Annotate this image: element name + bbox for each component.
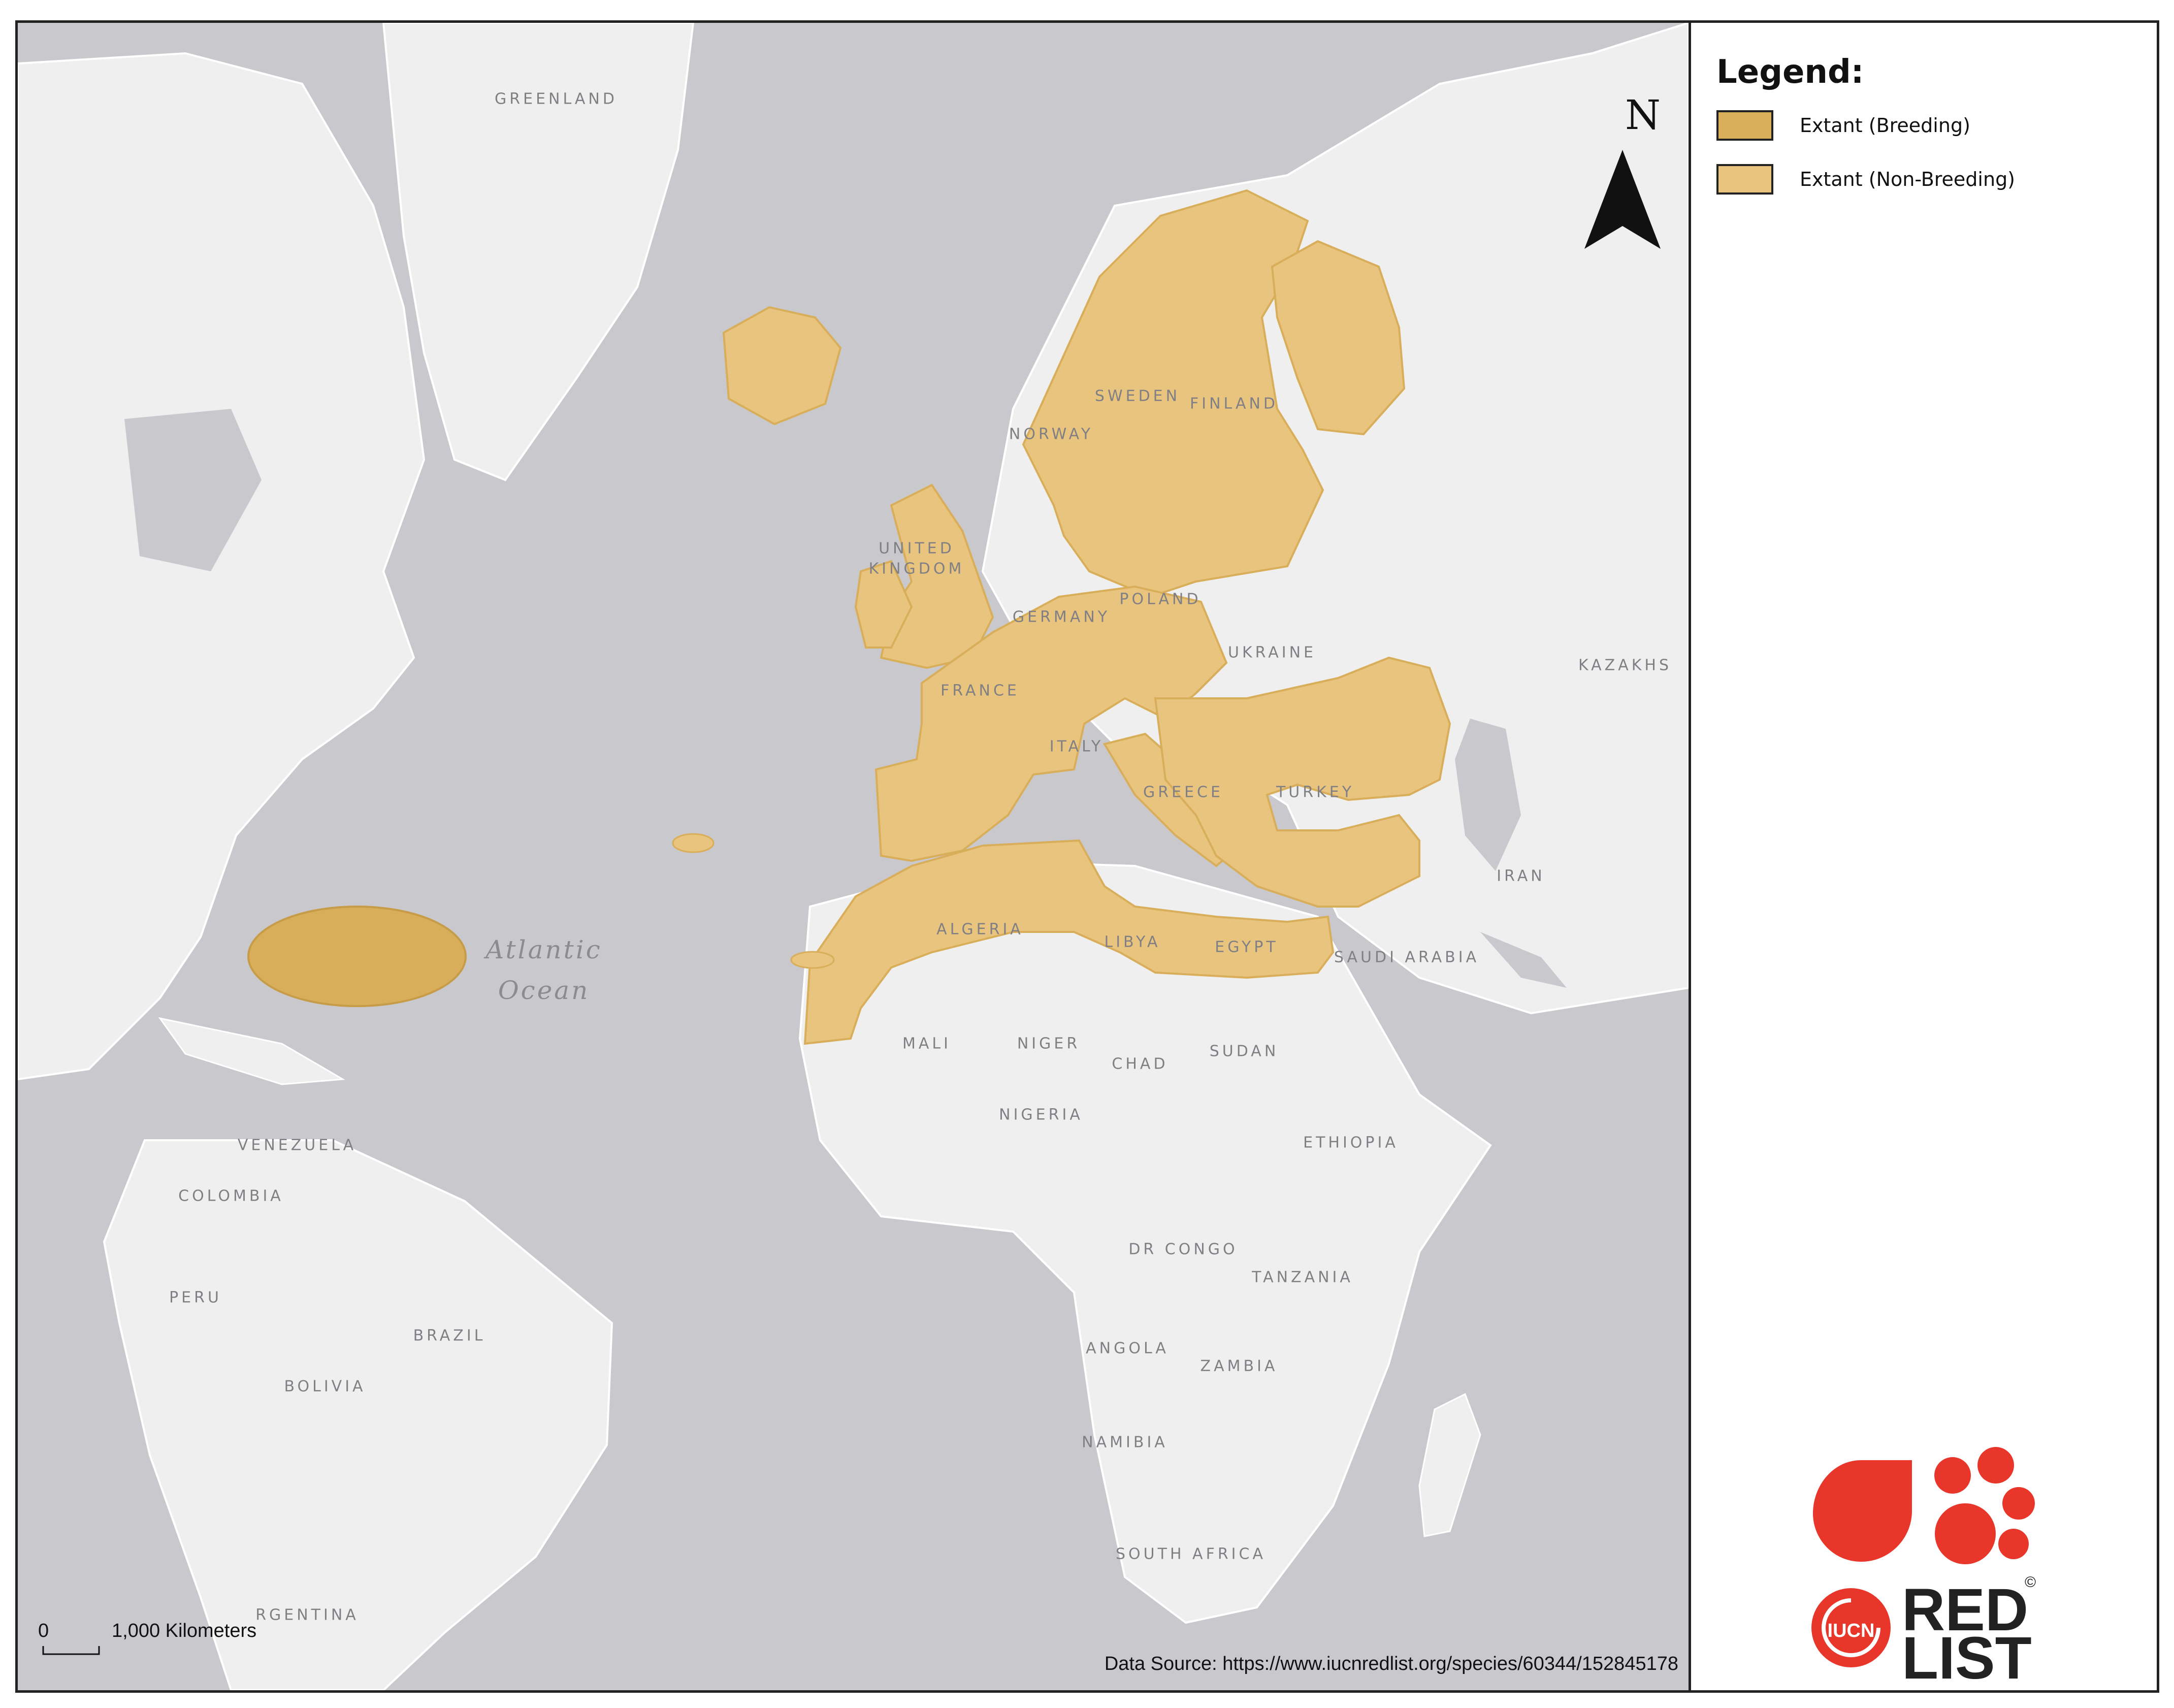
range-north-africa — [803, 839, 1335, 1045]
range-canaries — [790, 951, 835, 969]
iucn-red-list-logo: IUCN RED LIST © — [1805, 1430, 2039, 1692]
map-label-angola: ANGOLA — [1086, 1339, 1169, 1358]
map-label-italy: ITALY — [1049, 737, 1104, 756]
caspian-sea — [1455, 719, 1521, 871]
logo-drop-icon — [1813, 1460, 1912, 1562]
map-label-france: FRANCE — [940, 682, 1020, 700]
legend-swatch-breeding — [1716, 110, 1773, 141]
africa-landmass — [798, 859, 1492, 1624]
ocean-label-atlantic: Atlantic — [485, 935, 602, 964]
range-kola — [1271, 240, 1406, 436]
legend-label: Extant (Non-Breeding) — [1800, 168, 2016, 190]
map-label-libya: LIBYA — [1104, 933, 1161, 951]
map-label-turkey: TURKEY — [1276, 783, 1355, 801]
map-label-dr-congo: DR CONGO — [1128, 1240, 1238, 1259]
map-label-zambia: ZAMBIA — [1200, 1357, 1278, 1375]
logo-iucn-text: IUCN — [1828, 1620, 1875, 1641]
map-label-brazil: BRAZIL — [413, 1327, 486, 1345]
madagascar — [1418, 1393, 1481, 1537]
map-label-tanzania: TANZANIA — [1252, 1268, 1353, 1286]
map-label-sweden: SWEDEN — [1094, 387, 1181, 405]
map-label-namibia: NAMIBIA — [1082, 1433, 1168, 1452]
legend-label: Extant (Breeding) — [1800, 114, 1970, 137]
scale-bar — [42, 1646, 100, 1655]
legend-swatch-non-breeding — [1716, 164, 1773, 195]
map-label-egypt: EGYPT — [1215, 938, 1279, 956]
basemap — [18, 23, 1689, 1690]
range-scandinavia — [1022, 189, 1324, 598]
ocean-label-ocean: Ocean — [498, 976, 590, 1005]
map-label-poland: POLAND — [1119, 590, 1202, 608]
legend-panel: Legend: Extant (Breeding) Extant (Non-Br… — [1691, 23, 2157, 1692]
data-source: Data Source: https://www.iucnredlist.org… — [1104, 1653, 1678, 1674]
red-list-logo-icon: IUCN RED LIST © — [1811, 1447, 2036, 1692]
range-azores — [672, 833, 715, 853]
map-label-algeria: ALGERIA — [936, 920, 1024, 939]
hudson-bay — [124, 409, 262, 571]
map-label-peru: PERU — [169, 1288, 222, 1307]
legend-item-non-breeding: Extant (Non-Breeding) — [1716, 164, 2015, 195]
logo-copyright-mark: © — [2025, 1574, 2036, 1591]
range-breeding-atlantic — [247, 906, 467, 1007]
map-label-germany: GERMANY — [1012, 608, 1111, 626]
north-arrow-label: N — [1625, 91, 1661, 139]
panel-divider — [1689, 20, 1691, 1693]
legend-title: Legend: — [1716, 53, 1864, 91]
map-label-iran: IRAN — [1497, 867, 1545, 885]
range-continental-europe — [874, 585, 1228, 862]
map-label-niger: NIGER — [1017, 1035, 1081, 1053]
logo-list-text: LIST — [1902, 1625, 2032, 1684]
greenland-landmass — [382, 23, 695, 481]
map-label-ethiopia: ETHIOPIA — [1303, 1134, 1399, 1152]
range-iceland — [722, 306, 842, 426]
scale-bar-start: 0 — [38, 1620, 49, 1641]
scale-bar-end: 1,000 Kilometers — [112, 1620, 257, 1641]
map-label-colombia: COLOMBIA — [178, 1187, 284, 1205]
red-sea — [1333, 927, 1419, 1089]
map-label-venezuela: VENEZUELA — [237, 1136, 357, 1154]
map-label-ukraine: UKRAINE — [1227, 643, 1317, 662]
map-label-saudi-arabia: SAUDI ARABIA — [1334, 948, 1480, 966]
map-label-kingdom: KINGDOM — [868, 560, 965, 578]
map-panel[interactable]: GREENLAND SWEDEN FINLAND NORWAY UNITED K… — [18, 23, 1689, 1690]
legend-item-breeding: Extant (Breeding) — [1716, 110, 1970, 141]
map-label-chad: CHAD — [1112, 1055, 1169, 1073]
north-arrow-icon — [1584, 150, 1661, 249]
map-label-finland: FINLAND — [1189, 395, 1279, 413]
map-label-kazakhstan: KAZAKHS — [1578, 656, 1672, 674]
map-label-united: UNITED — [879, 539, 955, 558]
map-label-south-africa: SOUTH AFRICA — [1116, 1545, 1266, 1563]
map-label-bolivia: BOLIVIA — [284, 1377, 366, 1396]
map-label-greece: GREECE — [1143, 783, 1223, 801]
south-america-landmass — [103, 1139, 613, 1690]
persian-gulf — [1480, 932, 1567, 988]
map-label-sudan: SUDAN — [1209, 1042, 1279, 1060]
range-black-sea-turkey — [1154, 656, 1451, 908]
map-label-nigeria: NIGERIA — [999, 1106, 1083, 1124]
map-label-mali: MALI — [902, 1035, 951, 1053]
caribbean-islands — [158, 1017, 345, 1085]
map-label-greenland: GREENLAND — [495, 90, 618, 108]
north-america-landmass — [18, 52, 426, 1081]
range-ireland — [854, 560, 913, 649]
logo-red-text: RED — [1902, 1576, 2028, 1643]
map-label-argentina: RGENTINA — [255, 1606, 359, 1624]
map-label-norway: NORWAY — [1009, 425, 1094, 443]
